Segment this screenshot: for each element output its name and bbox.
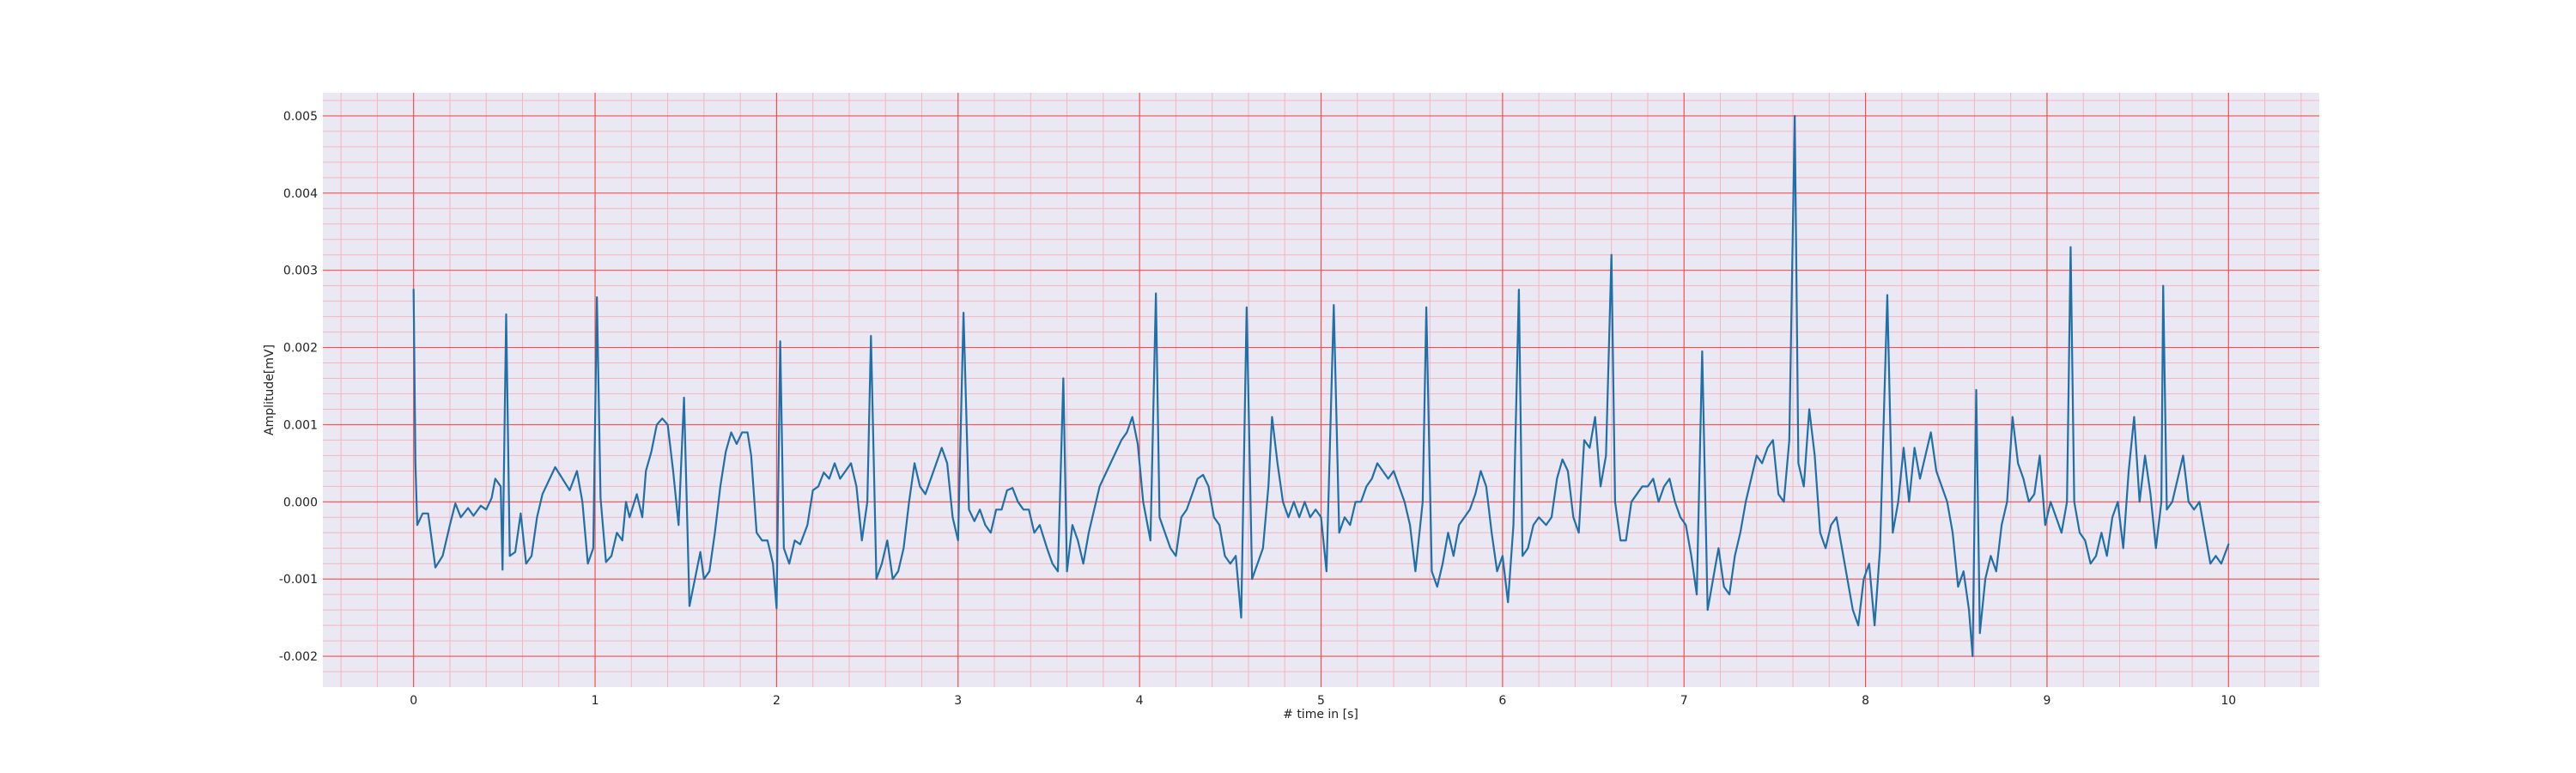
- x-tick-label: 2: [773, 694, 781, 708]
- x-tick-label: 0: [410, 694, 417, 708]
- x-axis-label: # time in [s]: [1283, 708, 1358, 721]
- y-tick-label: -0.002: [279, 650, 318, 664]
- x-tick-label: 8: [1862, 694, 1869, 708]
- x-tick-label: 3: [954, 694, 962, 708]
- y-tick-label: 0.002: [283, 342, 318, 356]
- x-tick-label: 1: [592, 694, 599, 708]
- major-grid: [323, 93, 2319, 687]
- x-tick-label: 5: [1317, 694, 1325, 708]
- y-tick-label: 0.000: [283, 496, 318, 509]
- y-axis-label: Amplitude[mV]: [263, 344, 276, 435]
- x-tick-label: 6: [1498, 694, 1506, 708]
- x-tick-label: 4: [1136, 694, 1144, 708]
- x-tick-labels: 0 1 2 3 4 5 6 7 8 9 10: [410, 694, 2236, 708]
- x-tick-label: 7: [1680, 694, 1688, 708]
- y-tick-labels: -0.002 -0.001 0.000 0.001 0.002 0.003 0.004 0.0…: [279, 110, 318, 664]
- y-tick-label: 0.005: [283, 110, 318, 124]
- x-tick-label: 9: [2043, 694, 2050, 708]
- y-tick-label: 0.003: [283, 265, 318, 278]
- y-tick-label: 0.001: [283, 418, 318, 432]
- signal-line: [412, 114, 2230, 658]
- y-tick-label: -0.001: [279, 573, 318, 587]
- x-tick-label: 10: [2221, 694, 2236, 708]
- y-tick-label: 0.004: [283, 187, 318, 201]
